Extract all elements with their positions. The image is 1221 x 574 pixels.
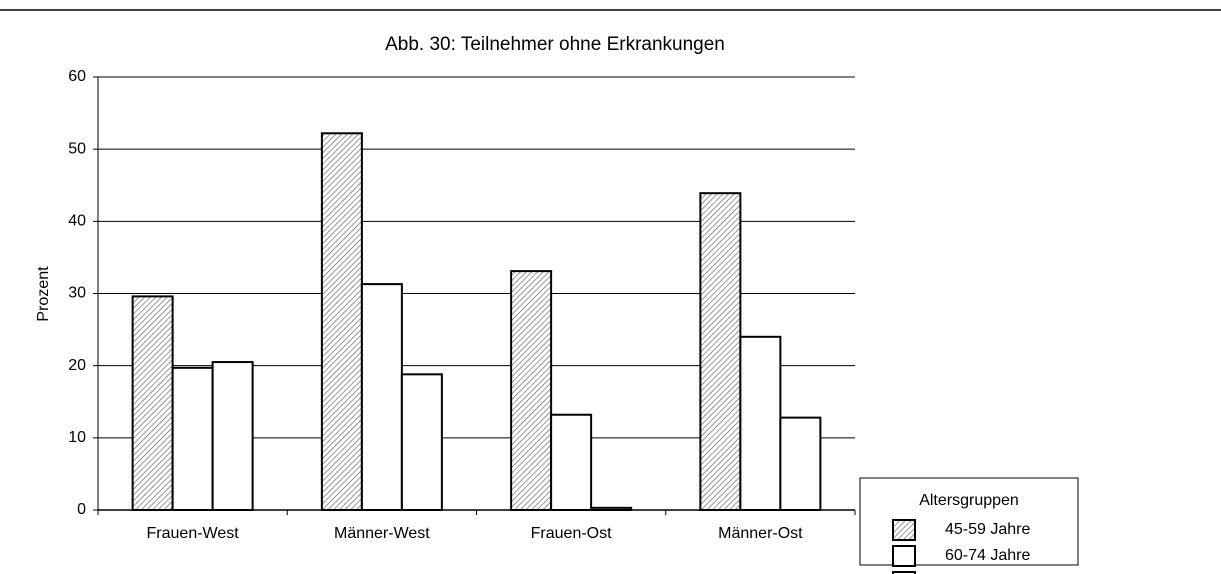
bar [320,132,363,511]
legend-swatch [892,571,916,574]
y-tick-label: 40 [68,213,86,230]
x-tick-label: Männer-West [334,525,430,542]
y-tick-label: 50 [68,140,86,157]
bar [739,335,782,511]
legend-label: 45-59 Jahre [945,521,1030,538]
bar [550,413,593,511]
y-tick-label: 10 [68,429,86,446]
bar [211,361,254,511]
bar [171,366,214,511]
y-axis-label: Prozent [35,266,52,322]
x-tick-label: Frauen-Ost [531,525,612,542]
bar [779,416,822,512]
y-tick-label: 30 [68,285,86,302]
bar [590,506,633,511]
legend-title: Altersgruppen [919,492,1019,509]
bar [400,373,443,511]
y-tick-label: 0 [77,501,86,518]
y-tick-label: 20 [68,357,86,374]
legend-swatch [892,519,916,541]
bar [131,295,174,511]
y-tick-label: 60 [68,68,86,85]
legend-swatch [892,545,916,567]
x-tick-label: Männer-Ost [718,525,803,542]
legend-label: 60-74 Jahre [945,547,1030,564]
chart-title: Abb. 30: Teilnehmer ohne Erkrankungen [385,34,725,55]
bar [510,270,553,511]
bar [360,283,403,512]
bar [699,192,742,512]
x-tick-label: Frauen-West [147,525,240,542]
